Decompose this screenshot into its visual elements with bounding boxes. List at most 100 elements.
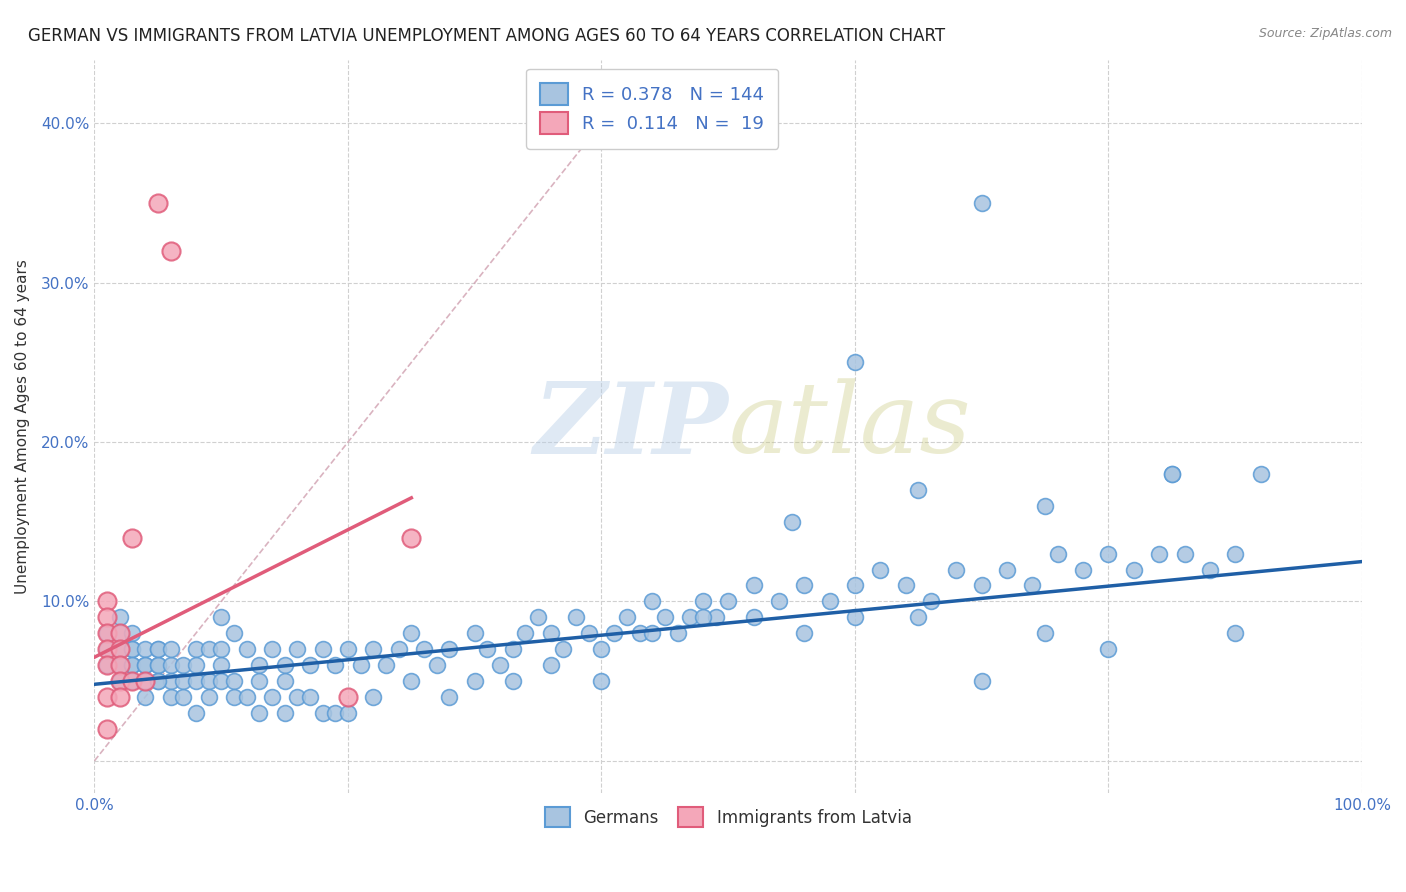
Point: [108, 674, 131, 689]
Point: [108, 626, 131, 640]
Point: [172, 658, 194, 673]
Point: [235, 642, 257, 657]
Point: [172, 674, 194, 689]
Point: [121, 531, 143, 545]
Legend: Germans, Immigrants from Latvia: Germans, Immigrants from Latvia: [536, 798, 920, 836]
Point: [742, 610, 765, 624]
Point: [184, 706, 207, 720]
Point: [247, 674, 270, 689]
Point: [553, 642, 575, 657]
Point: [793, 626, 815, 640]
Point: [96, 642, 118, 657]
Point: [146, 642, 169, 657]
Point: [260, 690, 283, 704]
Point: [197, 674, 219, 689]
Point: [654, 610, 676, 624]
Point: [793, 578, 815, 592]
Point: [920, 594, 942, 608]
Point: [184, 658, 207, 673]
Point: [1033, 626, 1056, 640]
Point: [907, 610, 929, 624]
Point: [273, 674, 295, 689]
Text: GERMAN VS IMMIGRANTS FROM LATVIA UNEMPLOYMENT AMONG AGES 60 TO 64 YEARS CORRELAT: GERMAN VS IMMIGRANTS FROM LATVIA UNEMPLO…: [28, 27, 945, 45]
Point: [96, 626, 118, 640]
Point: [1225, 626, 1247, 640]
Point: [401, 674, 423, 689]
Point: [159, 244, 181, 258]
Point: [679, 610, 702, 624]
Point: [121, 674, 143, 689]
Point: [146, 674, 169, 689]
Point: [108, 690, 131, 704]
Point: [108, 642, 131, 657]
Point: [666, 626, 689, 640]
Point: [401, 531, 423, 545]
Point: [134, 658, 156, 673]
Point: [209, 642, 232, 657]
Point: [121, 642, 143, 657]
Point: [970, 196, 993, 211]
Point: [197, 642, 219, 657]
Point: [970, 674, 993, 689]
Point: [489, 658, 512, 673]
Point: [1173, 547, 1195, 561]
Point: [464, 626, 486, 640]
Point: [323, 706, 346, 720]
Point: [96, 642, 118, 657]
Point: [844, 610, 866, 624]
Point: [894, 578, 917, 592]
Point: [108, 674, 131, 689]
Point: [235, 690, 257, 704]
Point: [704, 610, 727, 624]
Point: [768, 594, 790, 608]
Point: [96, 626, 118, 640]
Point: [209, 610, 232, 624]
Point: [616, 610, 638, 624]
Point: [222, 674, 245, 689]
Point: [121, 626, 143, 640]
Point: [1071, 563, 1094, 577]
Point: [1225, 547, 1247, 561]
Point: [146, 642, 169, 657]
Point: [260, 642, 283, 657]
Point: [995, 563, 1018, 577]
Point: [1021, 578, 1043, 592]
Point: [159, 690, 181, 704]
Point: [311, 642, 333, 657]
Point: [273, 706, 295, 720]
Point: [146, 674, 169, 689]
Point: [184, 642, 207, 657]
Point: [108, 658, 131, 673]
Point: [527, 610, 550, 624]
Point: [628, 626, 651, 640]
Point: [121, 674, 143, 689]
Point: [323, 658, 346, 673]
Point: [350, 658, 373, 673]
Point: [146, 658, 169, 673]
Point: [477, 642, 499, 657]
Point: [134, 658, 156, 673]
Point: [96, 658, 118, 673]
Point: [844, 578, 866, 592]
Text: Source: ZipAtlas.com: Source: ZipAtlas.com: [1258, 27, 1392, 40]
Text: ZIP: ZIP: [533, 378, 728, 475]
Point: [780, 515, 803, 529]
Point: [413, 642, 436, 657]
Point: [439, 642, 461, 657]
Point: [298, 690, 321, 704]
Point: [742, 578, 765, 592]
Point: [540, 658, 562, 673]
Point: [108, 642, 131, 657]
Point: [869, 563, 891, 577]
Point: [108, 626, 131, 640]
Point: [502, 674, 524, 689]
Point: [121, 642, 143, 657]
Point: [96, 690, 118, 704]
Text: atlas: atlas: [728, 378, 972, 474]
Point: [565, 610, 588, 624]
Point: [540, 626, 562, 640]
Point: [108, 674, 131, 689]
Y-axis label: Unemployment Among Ages 60 to 64 years: Unemployment Among Ages 60 to 64 years: [15, 259, 30, 593]
Point: [426, 658, 449, 673]
Point: [96, 594, 118, 608]
